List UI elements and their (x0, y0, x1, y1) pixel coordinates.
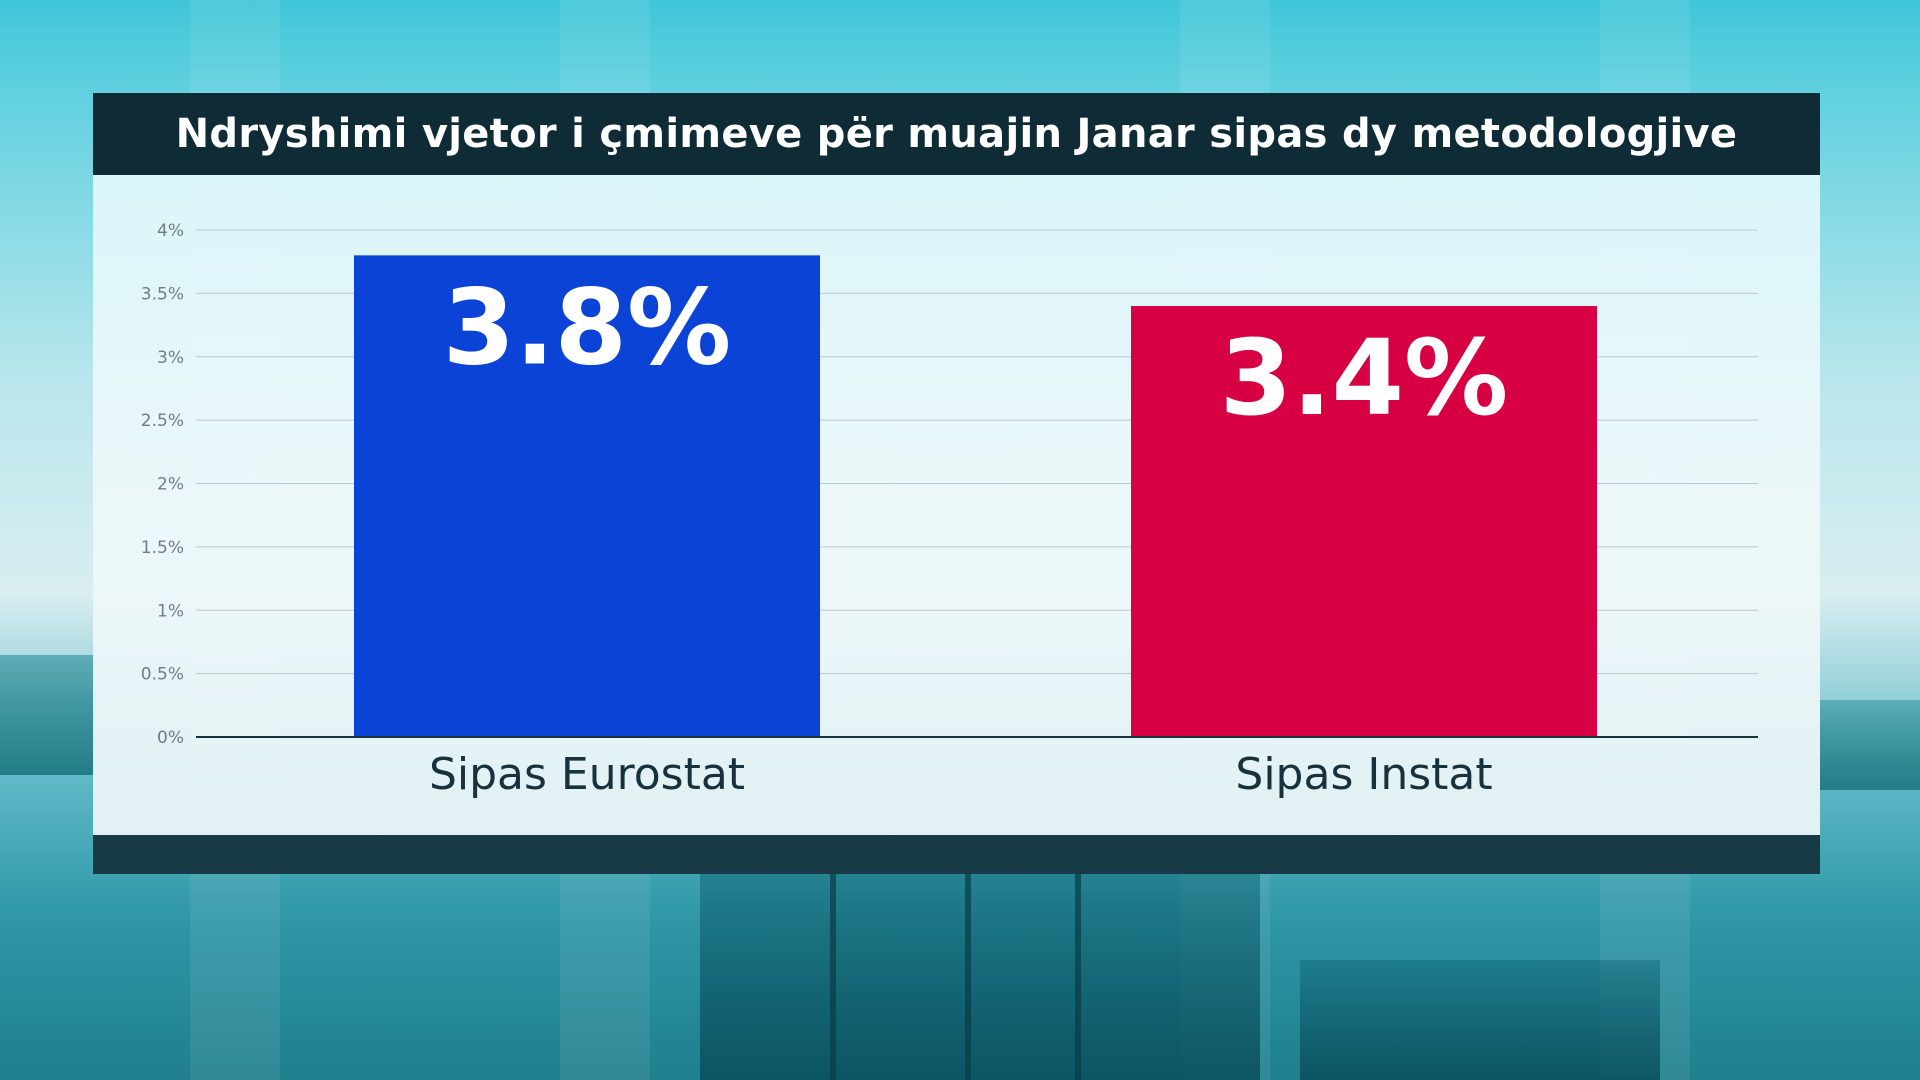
background-desk-line (1075, 850, 1081, 1080)
y-tick-label: 1.5% (141, 538, 184, 558)
title-bar: Ndryshimi vjetor i çmimeve për muajin Ja… (93, 93, 1820, 175)
y-tick-label: 3.5% (141, 284, 184, 304)
bar-value-label: 3.4% (1220, 317, 1508, 439)
x-category-label: Sipas Instat (1235, 749, 1492, 800)
background-desk-line (965, 850, 971, 1080)
y-tick-label: 1% (157, 601, 184, 621)
y-tick-label: 2.5% (141, 411, 184, 431)
chart-area: 0% 0.5% 1% 1.5% 2% 2.5% 3% 3.5% 4% 3.8% Sipas Euro… (93, 175, 1820, 835)
y-tick-label: 0.5% (141, 665, 184, 685)
background-desk (700, 860, 1260, 1080)
y-tick-label: 2% (157, 475, 184, 495)
background-shape (0, 655, 95, 775)
background-desk-line (830, 850, 836, 1080)
background-desk (1300, 960, 1660, 1080)
bar-value-label: 3.8% (443, 266, 731, 388)
bar-chart: 0% 0.5% 1% 1.5% 2% 2.5% 3% 3.5% 4% 3.8% Sipas Euro… (141, 221, 1758, 800)
bar (354, 255, 820, 737)
y-tick-label: 0% (157, 728, 184, 748)
y-tick-label: 3% (157, 348, 184, 368)
chart-panel: Ndryshimi vjetor i çmimeve për muajin Ja… (93, 93, 1820, 874)
bar (1131, 306, 1597, 737)
bottom-bar (93, 835, 1820, 874)
chart-title: Ndryshimi vjetor i çmimeve për muajin Ja… (175, 111, 1738, 157)
background-shape (1820, 700, 1920, 790)
x-category-label: Sipas Eurostat (429, 749, 745, 800)
y-tick-label: 4% (157, 221, 184, 241)
